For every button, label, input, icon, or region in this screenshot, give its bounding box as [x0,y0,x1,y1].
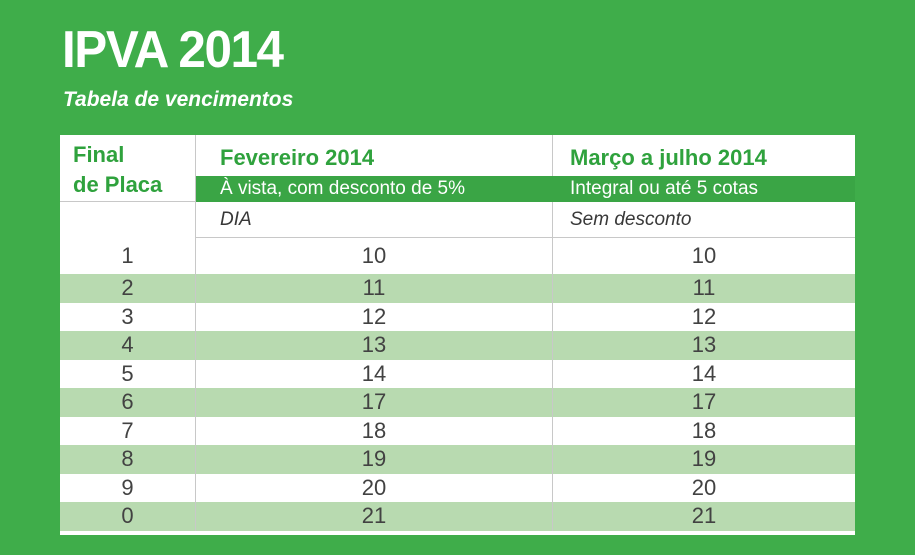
vencimentos-table: Final de Placa Fevereiro 2014 Março a ju… [60,135,855,535]
note-dia: DIA [196,202,553,238]
col-header-final-line1: Final [73,142,125,167]
table-row: 6 17 17 [60,388,855,417]
cell-marco-julho-dia: 14 [691,360,717,386]
subheader-a-vista-desconto: À vista, com desconto de 5% [196,176,553,202]
cell-final-de-placa: 4 [60,331,196,360]
cell-fevereiro-dia: 12 [196,302,553,331]
cell-marco-julho-dia: 20 [691,474,717,500]
cell-final-de-placa: 0 [60,502,196,531]
cell-marco-julho-dia: 21 [691,503,717,529]
cell-marco-julho-dia: 18 [691,417,717,443]
note-sem-desconto: Sem desconto [553,202,855,238]
cell-marco-julho-dia: 17 [691,389,717,415]
cell-marco-julho-dia: 12 [691,303,717,329]
cell-fevereiro-dia: 21 [196,502,553,531]
table-row: 7 18 18 [60,416,855,445]
table-body: 1 10 10 2 11 11 3 12 12 4 13 13 5 14 14 6 17 17 7 18 18 8 19 19… [60,238,855,531]
cell-marco-julho-dia: 13 [691,332,717,358]
page-subtitle: Tabela de vencimentos [63,88,294,111]
table-row: 9 20 20 [60,473,855,502]
table-row: 0 21 21 [60,502,855,531]
table-row: 4 13 13 [60,331,855,360]
cell-final-de-placa: 8 [60,445,196,474]
cell-fevereiro-dia: 10 [196,238,553,274]
page-title: IPVA 2014 [62,21,284,79]
cell-final-de-placa: 7 [60,416,196,445]
cell-fevereiro-dia: 14 [196,359,553,388]
table-row: 3 12 12 [60,302,855,331]
col-header-fevereiro: Fevereiro 2014 [196,135,553,176]
cell-fevereiro-dia: 20 [196,473,553,502]
cell-marco-julho-dia: 10 [691,243,717,268]
cell-final-de-placa: 1 [60,238,196,274]
cell-marco-julho-dia: 19 [691,446,717,472]
cell-fevereiro-dia: 11 [196,274,553,303]
col-header-final-de-placa: Final de Placa [60,135,196,202]
cell-final-de-placa: 3 [60,302,196,331]
table-row: 2 11 11 [60,274,855,303]
cell-marco-julho-dia: 11 [692,275,716,301]
note-cell-empty [60,202,196,238]
cell-final-de-placa: 5 [60,359,196,388]
cell-fevereiro-dia: 18 [196,416,553,445]
cell-fevereiro-dia: 13 [196,331,553,360]
cell-fevereiro-dia: 17 [196,388,553,417]
table-row: 5 14 14 [60,359,855,388]
cell-final-de-placa: 9 [60,473,196,502]
subheader-integral-cotas: Integral ou até 5 cotas [553,176,855,202]
table-header: Final de Placa Fevereiro 2014 Março a ju… [60,135,855,238]
table-row: 8 19 19 [60,445,855,474]
table-row: 1 10 10 [60,238,855,274]
col-header-final-line2: de Placa [73,172,163,197]
col-header-marco-julho: Março a julho 2014 [570,145,767,170]
cell-fevereiro-dia: 19 [196,445,553,474]
cell-final-de-placa: 6 [60,388,196,417]
cell-final-de-placa: 2 [60,274,196,303]
